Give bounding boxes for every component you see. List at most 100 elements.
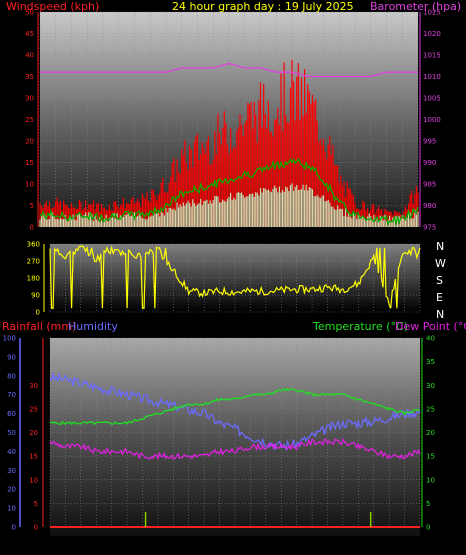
- top-x-tick-label: 20: [350, 230, 360, 239]
- windspeed-tick-label: 30: [25, 95, 34, 103]
- wind-dir-label-s: S: [436, 274, 443, 287]
- bottom-x-tick-label: 10: [199, 536, 209, 545]
- dewpoint-axis-title: Dew Point (°C): [395, 320, 466, 333]
- wind-dir-label-e: E: [436, 291, 443, 304]
- wind-dir-label-w: W: [435, 257, 446, 270]
- top-x-tick-label: 02: [66, 230, 76, 239]
- barometer-tick-label: 990: [423, 159, 436, 167]
- humidity-tick-label: 80: [7, 372, 16, 380]
- barometer-tick-label: 1020: [423, 30, 441, 38]
- windspeed-tick-label: 25: [25, 116, 34, 124]
- direction-tick-label: 0: [36, 309, 40, 317]
- top-x-tick-label: 12: [224, 230, 234, 239]
- bottom-x-tick-label: 06: [137, 536, 147, 545]
- bottom-axis-ticks: 0 5 10 15 20 25 30 35 40 0 5 10 15 20 25 30 0 10 20 30 40 50 6…: [3, 335, 435, 546]
- windspeed-tick-label: 15: [25, 159, 34, 167]
- bottom-x-tick-label: 04: [107, 536, 117, 545]
- barometer-tick-label: 975: [423, 224, 436, 232]
- windspeed-tick-label: 40: [25, 52, 34, 60]
- barometer-axis-title: Barometer (hpa): [370, 0, 461, 13]
- top-x-tick-label: 06: [129, 230, 139, 239]
- top-axis-ticks: 0510152025303540455097598098599099510001…: [25, 9, 441, 240]
- top-x-tick-label: 10: [192, 230, 202, 239]
- windspeed-axis-title: Windspeed (kph): [6, 0, 99, 13]
- rainfall-tick-label: 25: [29, 405, 38, 413]
- temperature-line: [49, 387, 421, 426]
- top-x-tick-label: 18: [318, 230, 328, 239]
- rainfall-tick-label: 20: [29, 429, 38, 437]
- humidity-tick-label: 20: [7, 486, 16, 494]
- barometer-tick-label: 985: [423, 181, 436, 189]
- direction-tick-label: 270: [27, 258, 40, 266]
- humidity-tick-label: 10: [7, 505, 16, 513]
- wind-average-line: [39, 157, 419, 226]
- chart-title: 24 hour graph day : 19 July 2025: [172, 0, 354, 13]
- windspeed-tick-label: 45: [25, 30, 34, 38]
- rainfall-tick-label: 15: [29, 453, 38, 461]
- wind-direction-line: [49, 245, 421, 309]
- barometer-tick-label: 1010: [423, 73, 441, 81]
- dewpoint-line: [49, 437, 421, 461]
- barometer-tick-label: 1005: [423, 95, 441, 103]
- top-x-tick-label: 04: [98, 230, 108, 239]
- bottom-x-tick-label: 02: [76, 536, 86, 545]
- top-x-tick-label: 16: [287, 230, 297, 239]
- temperature-axis-title: Temperature (°C): [312, 320, 408, 333]
- temperature-tick-label: 40: [426, 335, 435, 343]
- bottom-chart-series: [49, 371, 421, 528]
- windspeed-tick-label: 5: [30, 202, 34, 210]
- humidity-tick-label: 30: [7, 467, 16, 475]
- humidity-tick-label: 100: [3, 335, 16, 343]
- rainfall-tick-label: 10: [29, 476, 38, 484]
- top-chart-series: [39, 59, 419, 227]
- wind-dir-label-n-bottom: N: [436, 308, 444, 321]
- temperature-tick-label: 20: [426, 429, 435, 437]
- humidity-tick-label: 40: [7, 448, 16, 456]
- bottom-x-tick-label: 22: [384, 536, 394, 545]
- barometer-tick-label: 1015: [423, 52, 441, 60]
- bottom-x-tick-label: 08: [168, 536, 178, 545]
- bottom-x-tick-label: 16: [292, 536, 302, 545]
- middle-axis-ticks: 0 90 180 270 360: [27, 241, 45, 317]
- temperature-tick-label: 10: [426, 476, 435, 484]
- barometer-tick-label: 995: [423, 138, 436, 146]
- top-x-tick-label: 14: [255, 230, 265, 239]
- temperature-tick-label: 30: [426, 382, 435, 390]
- wind-dir-label-n-top: N: [436, 240, 444, 253]
- windspeed-tick-label: 20: [25, 138, 34, 146]
- humidity-line: [49, 371, 421, 452]
- temperature-tick-label: 25: [426, 405, 435, 413]
- rainfall-tick-label: 5: [34, 500, 38, 508]
- humidity-axis-title: Humidity: [68, 320, 118, 333]
- temperature-tick-label: 35: [426, 358, 435, 366]
- rainfall-axis-title: Rainfall (mm): [2, 320, 76, 333]
- humidity-tick-label: 70: [7, 391, 16, 399]
- rainfall-tick-label: 30: [29, 382, 38, 390]
- windspeed-tick-label: 50: [25, 9, 34, 17]
- top-x-tick-label: 22: [381, 230, 391, 239]
- direction-tick-label: 90: [31, 292, 40, 300]
- rainfall-tick-label: 0: [34, 524, 38, 532]
- barometer-line: [40, 62, 418, 78]
- middle-chart-series: [49, 245, 421, 309]
- top-x-tick-label: 00: [413, 230, 423, 239]
- humidity-tick-label: 0: [12, 524, 16, 532]
- bottom-x-tick-label: 20: [353, 536, 363, 545]
- bottom-x-tick-label: 00: [415, 536, 425, 545]
- humidity-tick-label: 90: [7, 353, 16, 361]
- temperature-tick-label: 15: [426, 453, 435, 461]
- barometer-tick-label: 980: [423, 202, 436, 210]
- windspeed-tick-label: 35: [25, 73, 34, 81]
- humidity-tick-label: 60: [7, 410, 16, 418]
- humidity-tick-label: 50: [7, 429, 16, 437]
- windspeed-tick-label: 0: [30, 224, 34, 232]
- barometer-tick-label: 1000: [423, 116, 441, 124]
- bottom-x-tick-label: 18: [322, 536, 332, 545]
- windspeed-tick-label: 10: [25, 181, 34, 189]
- temperature-tick-label: 0: [426, 524, 430, 532]
- temperature-tick-label: 5: [426, 500, 430, 508]
- direction-tick-label: 360: [27, 241, 40, 249]
- top-x-tick-label: 08: [161, 230, 171, 239]
- bottom-x-tick-label: 14: [261, 536, 271, 545]
